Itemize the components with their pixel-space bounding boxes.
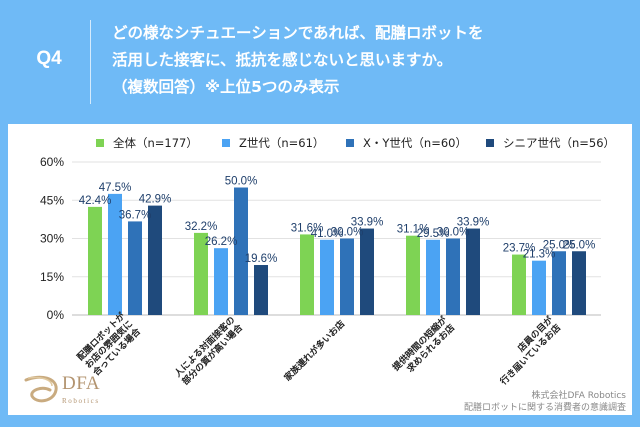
legend-label: Z世代（n=61） <box>239 136 324 150</box>
y-tick-label: 45% <box>40 193 64 207</box>
bar <box>194 232 208 315</box>
legend-swatch <box>346 139 354 147</box>
value-label: 26.2% <box>205 236 238 248</box>
bar <box>512 254 526 315</box>
value-label: 31.1% <box>397 224 430 236</box>
value-label: 25.0% <box>563 239 596 251</box>
category-label-line: 部分の質が高い場合 <box>179 321 245 387</box>
credit-survey: 配膳ロボットに関する消費者の意識調査 <box>463 403 626 413</box>
bar <box>254 265 268 315</box>
legend: 全体（n=177） Z世代（n=61） X・Y世代（n=60） シニア世代（n=56） <box>96 136 615 150</box>
question-text: どの様なシチュエーションであれば、配膳ロボットを 活用した接客に、抵抗を感じない… <box>112 20 612 101</box>
bar <box>300 234 314 315</box>
value-label: 23.7% <box>503 243 536 255</box>
logo-subtitle: Robotics <box>62 397 100 405</box>
legend-label: 全体（n=177） <box>113 136 198 150</box>
value-label: 19.6% <box>245 253 278 265</box>
value-labels: 42.4% 32.2% 31.6% 31.1% 23.7% 47.5% 26.2% 41.0%… <box>79 176 596 266</box>
bar <box>572 251 586 315</box>
value-label: 42.9% <box>139 194 172 206</box>
bar <box>552 251 566 315</box>
value-label: 42.4% <box>79 195 112 207</box>
bar <box>234 187 248 315</box>
value-label: 30.0% <box>437 227 470 239</box>
bar <box>360 228 374 315</box>
category-label-line: 家族連れが多いお店 <box>281 318 347 384</box>
y-tick-label: 0% <box>47 308 65 322</box>
category-label: 家族連れが多いお店 <box>281 318 347 384</box>
logo-name: DFA <box>62 373 101 394</box>
value-label: 32.2% <box>185 221 218 233</box>
legend-swatch <box>222 139 230 147</box>
bar <box>320 239 334 315</box>
question-number: Q4 <box>36 48 62 69</box>
value-label: 29.5% <box>417 228 450 240</box>
legend-swatch <box>96 139 104 147</box>
dfa-logo-icon <box>24 375 58 403</box>
value-label: 41.0% <box>311 228 344 240</box>
value-label: 47.5% <box>99 182 132 194</box>
y-tick-label: 60% <box>40 155 64 169</box>
value-label: 33.9% <box>457 217 490 229</box>
bar <box>406 235 420 315</box>
bar <box>214 248 228 315</box>
bar <box>148 205 162 315</box>
legend-label: シニア世代（n=56） <box>503 136 615 150</box>
legend-swatch <box>486 139 494 147</box>
bar <box>108 193 122 315</box>
value-label: 36.7% <box>119 209 152 221</box>
question-line: （複数回答）※上位5つのみ表示 <box>112 78 340 96</box>
credit-company: 株式会社DFA Robotics <box>531 391 626 401</box>
value-label: 50.0% <box>225 176 258 188</box>
question-line: 活用した接客に、抵抗を感じないと思いますか。 <box>112 51 453 69</box>
header-divider <box>90 20 91 104</box>
legend-label: X・Y世代（n=60） <box>363 136 467 150</box>
bar <box>128 221 142 315</box>
credit: 株式会社DFA Robotics 配膳ロボットに関する消費者の意識調査 <box>464 390 626 414</box>
value-label: 21.3% <box>523 249 556 261</box>
bar <box>532 260 546 315</box>
bars <box>88 187 586 315</box>
value-label: 25.0% <box>543 239 576 251</box>
bar <box>466 228 480 315</box>
category-label-line: 行き届いているお店 <box>497 322 563 388</box>
bar <box>446 238 460 315</box>
bar <box>426 239 440 315</box>
bar <box>88 206 102 315</box>
y-tick-label: 15% <box>40 270 64 284</box>
y-axis-ticks: 0% 15% 30% 45% 60% <box>40 155 64 322</box>
y-tick-label: 30% <box>40 232 64 246</box>
value-label: 33.9% <box>351 217 384 229</box>
bar <box>340 238 354 315</box>
category-labels: 配膳ロボットがお店の雰囲気に合っている場合 人による対面接客の部分の質が高い場合家… <box>74 309 563 388</box>
question-line: どの様なシチュエーションであれば、配膳ロボットを <box>112 24 484 42</box>
value-label: 31.6% <box>291 222 324 234</box>
value-label: 30.0% <box>331 227 364 239</box>
